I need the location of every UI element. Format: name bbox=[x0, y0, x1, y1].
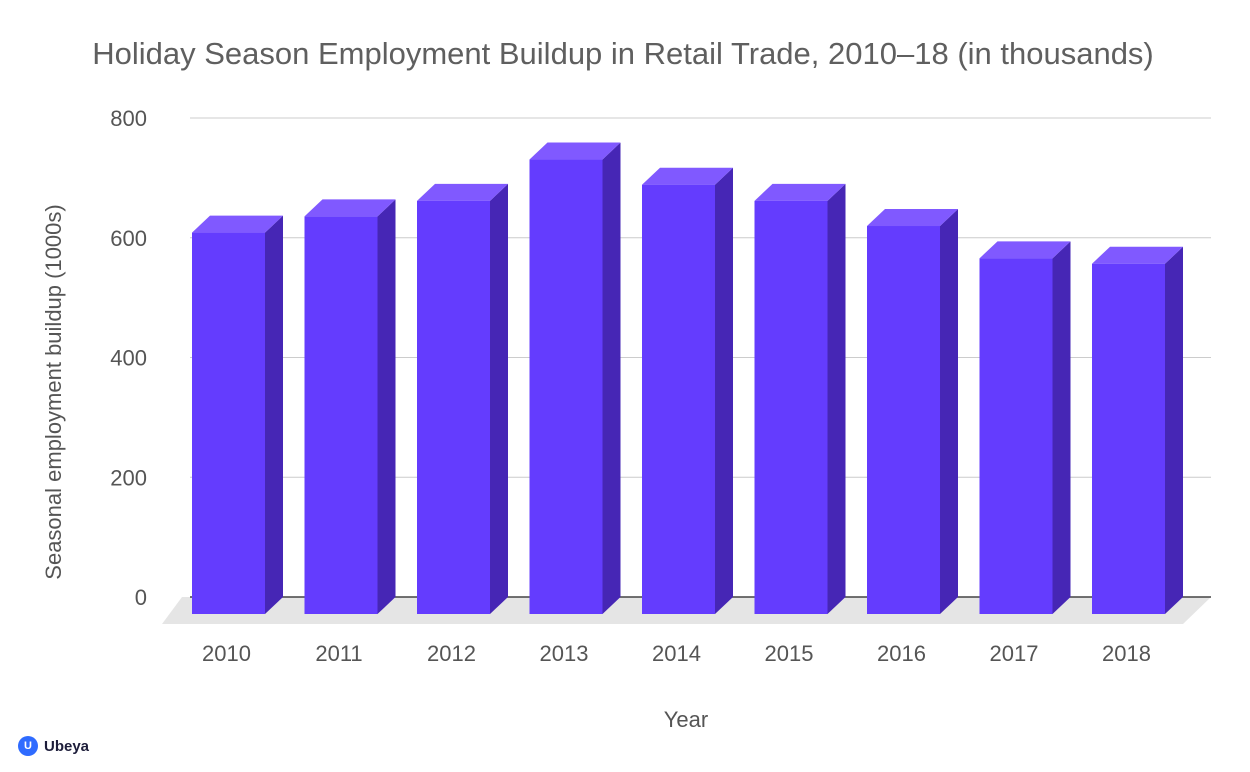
bar-side-face bbox=[715, 167, 733, 615]
x-axis-ticks: 2010 2011 2012 2013 2014 2015 2016 2017 2018 bbox=[202, 641, 1151, 666]
bar-front-face bbox=[867, 226, 940, 614]
x-tick-label: 2014 bbox=[652, 641, 701, 666]
bar-front-face bbox=[754, 200, 828, 615]
bar-front-face bbox=[642, 184, 715, 615]
bar-front-face bbox=[417, 200, 490, 615]
x-tick-label: 2013 bbox=[540, 641, 589, 666]
bar-front-face bbox=[529, 159, 603, 614]
y-tick-label: 800 bbox=[110, 106, 147, 131]
bar bbox=[867, 209, 958, 614]
x-tick-label: 2017 bbox=[990, 641, 1039, 666]
y-tick-label: 400 bbox=[110, 346, 147, 371]
bar-side-face bbox=[602, 142, 621, 614]
y-axis-label: Seasonal employment buildup (1000s) bbox=[41, 204, 66, 579]
y-tick-label: 600 bbox=[110, 226, 147, 251]
bar-top-face bbox=[754, 183, 846, 201]
bar-side-face bbox=[490, 183, 508, 615]
x-axis-label: Year bbox=[664, 707, 708, 732]
bar-front-face bbox=[1092, 263, 1165, 614]
brand-mark-letter: U bbox=[24, 739, 32, 752]
bar-front-face bbox=[304, 216, 378, 614]
y-axis-ticks: 0 200 400 600 800 bbox=[110, 106, 147, 610]
brand-mark-icon: U bbox=[18, 736, 38, 756]
bar-front-face bbox=[192, 232, 265, 614]
bar bbox=[1092, 246, 1183, 614]
x-tick-label: 2011 bbox=[315, 641, 362, 666]
bar bbox=[754, 183, 846, 615]
bar bbox=[642, 167, 733, 615]
brand-logo: U Ubeya bbox=[18, 736, 89, 756]
bar-top-face bbox=[642, 167, 733, 185]
x-tick-label: 2016 bbox=[877, 641, 926, 666]
bar-side-face bbox=[940, 209, 958, 614]
bar bbox=[529, 142, 621, 614]
brand-name: Ubeya bbox=[44, 737, 90, 755]
bar bbox=[304, 199, 396, 614]
bar-top-face bbox=[867, 209, 958, 227]
bar bbox=[417, 183, 508, 615]
bar-side-face bbox=[1052, 241, 1071, 614]
bar-top-face bbox=[1092, 246, 1183, 264]
x-tick-label: 2010 bbox=[202, 641, 251, 666]
bar-top-face bbox=[979, 241, 1071, 259]
bar-side-face bbox=[265, 215, 283, 614]
y-tick-label: 0 bbox=[135, 585, 147, 610]
chart-title: Holiday Season Employment Buildup in Ret… bbox=[92, 36, 1154, 71]
bar-side-face bbox=[827, 183, 846, 615]
bar-side-face bbox=[377, 199, 396, 614]
y-tick-label: 200 bbox=[110, 465, 147, 490]
x-tick-label: 2012 bbox=[427, 641, 476, 666]
bar bbox=[979, 241, 1071, 614]
x-tick-label: 2018 bbox=[1102, 641, 1151, 666]
bar-top-face bbox=[417, 183, 508, 201]
bar bbox=[192, 215, 283, 614]
bar-front-face bbox=[979, 258, 1053, 614]
bar-side-face bbox=[1165, 246, 1183, 614]
bar-top-face bbox=[304, 199, 396, 217]
bars bbox=[192, 142, 1183, 615]
x-tick-label: 2015 bbox=[765, 641, 814, 666]
bar-top-face bbox=[192, 215, 283, 233]
bar-top-face bbox=[529, 142, 621, 160]
